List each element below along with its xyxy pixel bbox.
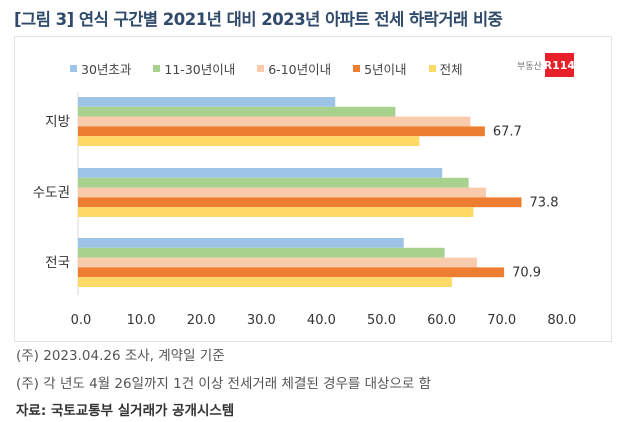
data-label: 73.8 xyxy=(530,196,559,211)
bar xyxy=(78,247,445,258)
legend-label: 전체 xyxy=(439,62,463,77)
category-label: 지방 xyxy=(45,114,70,130)
bar xyxy=(78,116,471,127)
legend-swatch xyxy=(428,65,436,72)
bar xyxy=(78,126,485,137)
x-tick-label: 20.0 xyxy=(187,313,216,328)
category-label: 전국 xyxy=(45,255,70,271)
x-tick-label: 10.0 xyxy=(127,313,156,328)
x-tick-label: 30.0 xyxy=(247,313,276,328)
logo-badge: R114 xyxy=(544,53,575,77)
bar xyxy=(78,168,443,178)
legend-swatch xyxy=(70,65,77,72)
x-tick-label: 70.0 xyxy=(487,313,516,328)
logo: 부동산 R114 xyxy=(517,53,575,77)
data-label: 67.7 xyxy=(493,125,522,140)
bar xyxy=(78,267,505,278)
bar xyxy=(78,106,396,117)
x-tick-label: 40.0 xyxy=(307,313,336,328)
note-2: (주) 각 년도 4월 26일까지 1건 이상 전세거래 체결된 경우를 대상으… xyxy=(16,376,432,392)
legend-label: 6-10년이내 xyxy=(268,62,332,77)
legend-label: 30년초과 xyxy=(81,62,132,77)
figure-title: [그림 3] 연식 구간별 2021년 대비 2023년 아파트 전세 하락거래… xyxy=(14,10,503,29)
legend-label: 11-30년이내 xyxy=(164,62,236,77)
legend-item: 5년이내 xyxy=(353,59,407,78)
bar xyxy=(78,197,522,208)
category-label: 수도권 xyxy=(33,185,70,201)
logo-text: 부동산 xyxy=(517,61,542,72)
legend-item: 30년초과 xyxy=(70,59,131,78)
legend-swatch xyxy=(153,65,161,72)
bar xyxy=(78,238,404,248)
bar xyxy=(78,207,474,217)
bar xyxy=(78,97,336,107)
bar xyxy=(78,257,478,268)
legend-item: 11-30년이내 xyxy=(153,59,235,78)
x-tick-label: 0.0 xyxy=(71,313,92,328)
source-note: 자료: 국토교통부 실거래가 공개시스템 xyxy=(16,403,235,419)
x-tick-label: 60.0 xyxy=(427,313,456,328)
bar xyxy=(78,187,487,198)
legend-item: 6-10년이내 xyxy=(257,59,331,78)
x-tick-label: 50.0 xyxy=(367,313,396,328)
legend-item: 전체 xyxy=(428,59,463,78)
bar xyxy=(78,277,452,287)
legend-swatch xyxy=(353,65,361,72)
note-1: (주) 2023.04.26 조사, 계약일 기준 xyxy=(16,348,225,364)
data-label: 70.9 xyxy=(512,266,541,281)
x-tick-label: 80.0 xyxy=(547,313,576,328)
bar xyxy=(78,136,420,146)
legend-swatch xyxy=(257,65,265,72)
legend: 30년초과 11-30년이내 6-10년이내 5년이내 전체 xyxy=(70,59,463,78)
bar xyxy=(78,177,469,188)
legend-label: 5년이내 xyxy=(364,62,407,77)
